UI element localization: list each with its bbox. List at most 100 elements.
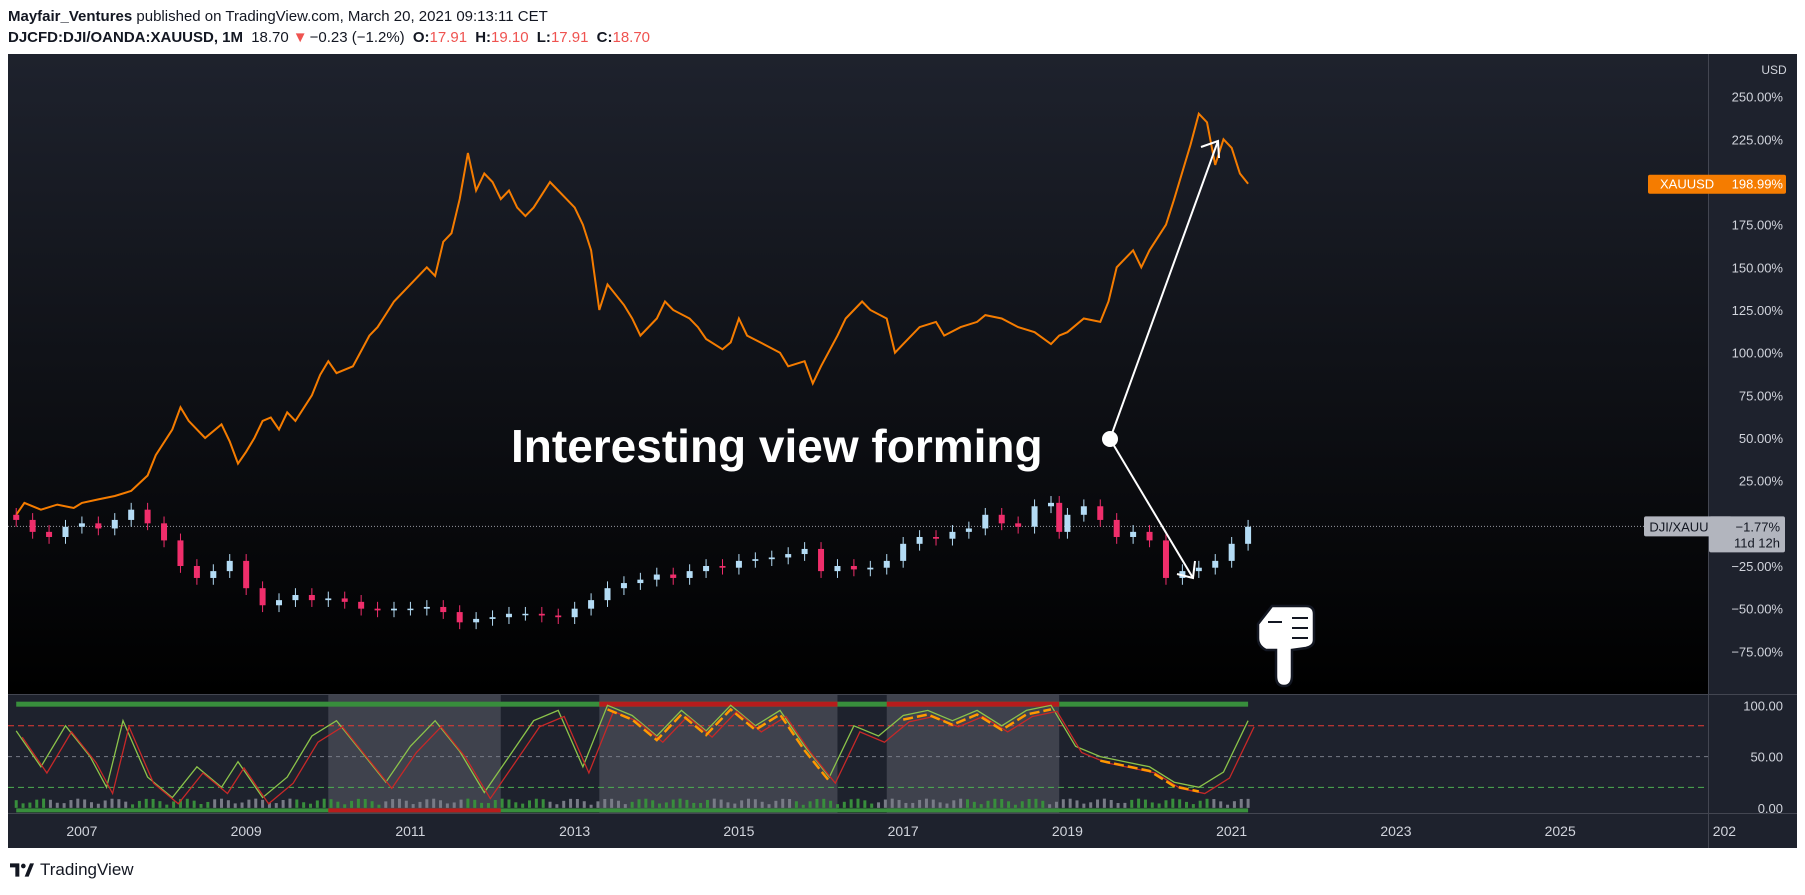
candle-body — [801, 548, 808, 555]
chart-svg[interactable]: 250.00%225.00%200.00%175.00%150.00%125.0… — [8, 54, 1797, 848]
pointing-hand-icon — [1256, 604, 1316, 688]
rsi-histogram-bar — [267, 802, 271, 808]
candle-body — [686, 571, 693, 578]
candle-body — [719, 566, 726, 568]
rsi-histogram-bar — [610, 798, 614, 808]
rsi-histogram-bar — [493, 799, 497, 808]
rsi-histogram-bar — [699, 802, 703, 808]
candle-body — [95, 523, 102, 529]
rsi-histogram-bar — [329, 799, 333, 808]
time-tick-label: 2023 — [1380, 823, 1411, 839]
rsi-histogram-bar — [1007, 801, 1011, 808]
rsi-histogram-bar — [966, 799, 970, 808]
price-tick-label: −75.00% — [1731, 644, 1783, 659]
rsi-histogram-bar — [432, 798, 436, 808]
rsi-histogram-bar — [603, 799, 607, 808]
publish-line: Mayfair_Ventures published on TradingVie… — [8, 6, 654, 27]
main-pane-bg[interactable] — [8, 54, 1708, 694]
price-tick-label: 225.00% — [1732, 132, 1784, 147]
price-tick-label: 75.00% — [1739, 388, 1784, 403]
rsi-histogram-bar — [131, 804, 135, 808]
dji-label-name: DJI/XAUUSD — [1649, 519, 1726, 534]
footer: TradingView — [10, 860, 134, 880]
rsi-histogram-bar — [425, 799, 429, 808]
candle-body — [489, 617, 496, 619]
chart-area[interactable]: 250.00%225.00%200.00%175.00%150.00%125.0… — [8, 54, 1797, 848]
time-tick-label: 2015 — [723, 823, 754, 839]
rsi-histogram-bar — [1198, 800, 1202, 808]
rsi-signal-overlay — [607, 707, 831, 782]
rsi-histogram-bar — [678, 798, 682, 808]
candle-body — [1064, 514, 1071, 532]
rsi-histogram-bar — [281, 800, 285, 808]
rsi-histogram-bar — [62, 803, 66, 808]
symbol-label[interactable]: DJCFD:DJI/OANDA:XAUUSD, 1M — [8, 29, 244, 46]
candle-body — [259, 588, 266, 606]
rsi-histogram-bar — [1109, 799, 1113, 808]
rsi-histogram-bar — [226, 800, 230, 808]
price-unit-label: USD — [1761, 63, 1787, 77]
rsi-histogram-bar — [637, 799, 641, 808]
price-tick-label: 250.00% — [1732, 90, 1784, 105]
up-arrow-line[interactable] — [1109, 140, 1219, 440]
candle-body — [1146, 531, 1153, 541]
candle-body — [1130, 531, 1137, 537]
rsi-histogram-bar — [178, 799, 182, 808]
author-name[interactable]: Mayfair_Ventures — [8, 8, 133, 25]
rsi-histogram-bar — [247, 799, 251, 808]
rsi-histogram-bar — [500, 798, 504, 808]
rsi-histogram-bar — [1226, 804, 1230, 808]
candle-body — [818, 548, 825, 572]
rsi-histogram-bar — [1232, 801, 1236, 808]
rsi-histogram-bar — [69, 800, 73, 808]
dji-countdown: 11d 12h — [1734, 535, 1780, 550]
down-arrow-line[interactable] — [1109, 438, 1194, 579]
dji-value-bg — [1709, 516, 1785, 553]
rsi-histogram-bar — [740, 800, 744, 808]
candle-body — [226, 560, 233, 572]
rsi-pane-bg[interactable] — [8, 695, 1708, 813]
rsi-histogram-bar — [1137, 798, 1141, 808]
candle-body — [555, 615, 562, 618]
rsi-histogram-bar — [199, 804, 203, 808]
rsi-histogram-bar — [1164, 800, 1168, 808]
rsi-histogram-bar — [480, 802, 484, 808]
candle-body — [834, 566, 841, 572]
rsi-histogram-bar — [89, 802, 93, 808]
rsi-histogram-bar — [288, 798, 292, 808]
rsi-histogram-bar — [712, 798, 716, 808]
price-tick-label: 125.00% — [1732, 303, 1784, 318]
tradingview-logo-icon[interactable] — [10, 863, 34, 877]
rsi-histogram-bar — [206, 801, 210, 808]
rsi-histogram-bar — [1013, 804, 1017, 808]
rsi-tick-label: 0.00 — [1758, 801, 1783, 816]
rsi-histogram-bar — [904, 802, 908, 808]
close-label: C: — [596, 29, 613, 46]
rsi-scale-bg[interactable] — [1708, 695, 1797, 813]
time-tick-label: 2017 — [888, 823, 919, 839]
candle-body — [604, 588, 611, 601]
time-scale-bg[interactable] — [8, 814, 1797, 848]
candle-body — [341, 598, 348, 602]
rsi-histogram-bar — [822, 798, 826, 808]
price-scale-bg[interactable] — [1708, 54, 1797, 694]
rsi-histogram-bar — [562, 800, 566, 808]
rsi-tick-label: 50.00 — [1750, 750, 1783, 765]
rsi-histogram-bar — [240, 802, 244, 808]
rsi-histogram-bar — [411, 804, 415, 808]
up-arrow-head — [1200, 139, 1220, 159]
xauusd-label-name: XAUUSD — [1660, 177, 1714, 192]
candle-body — [637, 579, 644, 584]
price-tick-label: −25.00% — [1731, 559, 1783, 574]
rsi-histogram-bar — [849, 799, 853, 808]
high-value: 19.10 — [491, 29, 529, 46]
footer-brand[interactable]: TradingView — [40, 860, 134, 879]
rsi-histogram-bar — [1082, 803, 1086, 808]
rsi-histogram-bar — [28, 802, 32, 808]
rsi-histogram-bar — [671, 799, 675, 808]
annotation-text[interactable]: Interesting view forming — [511, 420, 1043, 472]
time-tick-label: 2025 — [1545, 823, 1576, 839]
candle-body — [193, 566, 200, 578]
ohlc-line: DJCFD:DJI/OANDA:XAUUSD, 1M 18.70 ▼ −0.23 (… — [8, 27, 654, 48]
rsi-histogram-bar — [548, 801, 552, 808]
